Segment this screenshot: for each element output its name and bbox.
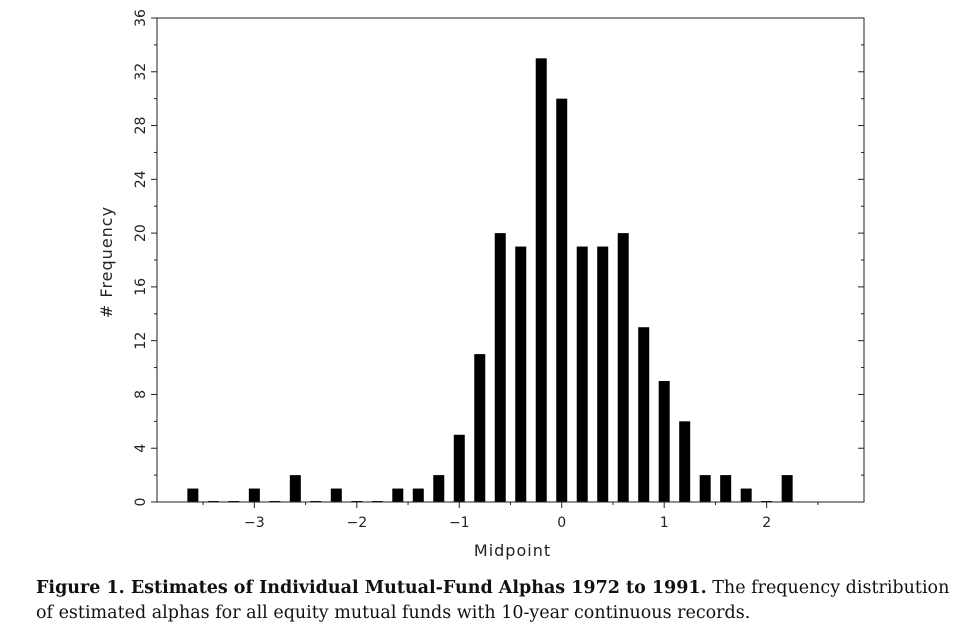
bar	[781, 475, 793, 502]
x-tick-label: 0	[557, 515, 566, 531]
y-axis-title: # Frequency	[97, 206, 116, 318]
x-tick-label: −3	[244, 515, 265, 531]
y-tick-label: 28	[133, 117, 149, 135]
x-tick-label: 1	[660, 515, 669, 531]
y-tick-label: 32	[133, 63, 149, 81]
y-tick-label: 20	[133, 224, 149, 242]
bar	[556, 98, 568, 503]
bar	[720, 475, 732, 502]
bar	[699, 475, 711, 502]
bar	[535, 58, 547, 502]
bar	[392, 488, 404, 502]
y-tick-label: 24	[133, 170, 149, 188]
bar	[474, 354, 486, 502]
bar	[617, 233, 629, 502]
x-tick-label: 2	[762, 515, 771, 531]
y-tick-label: 36	[133, 9, 149, 27]
bar	[330, 488, 342, 502]
bar	[597, 246, 609, 502]
plot-frame	[156, 17, 865, 503]
figure-caption: Figure 1. Estimates of Individual Mutual…	[36, 576, 956, 626]
bar	[576, 246, 588, 502]
bar	[453, 434, 465, 502]
y-tick-label: 0	[133, 498, 149, 507]
caption-title: Figure 1. Estimates of Individual Mutual…	[36, 578, 707, 598]
bar	[494, 233, 506, 502]
bar	[187, 488, 199, 502]
bar	[515, 246, 527, 502]
bar	[679, 421, 691, 502]
bars-group	[187, 58, 793, 503]
bar	[740, 488, 752, 502]
x-axis-title: Midpoint	[474, 541, 551, 560]
y-tick-label: 4	[133, 444, 149, 453]
y-tick-label: 12	[133, 332, 149, 350]
x-tick-label: −2	[346, 515, 367, 531]
caption-text: The frequency distribution of estimated …	[36, 578, 950, 623]
x-tick-label: −1	[449, 515, 470, 531]
bar	[433, 475, 445, 502]
bar	[412, 488, 424, 502]
bar	[638, 327, 650, 502]
y-tick-label: 8	[133, 390, 149, 399]
y-tick-label: 16	[133, 278, 149, 296]
bar	[248, 488, 260, 502]
bar	[658, 381, 670, 502]
bar	[289, 475, 301, 502]
